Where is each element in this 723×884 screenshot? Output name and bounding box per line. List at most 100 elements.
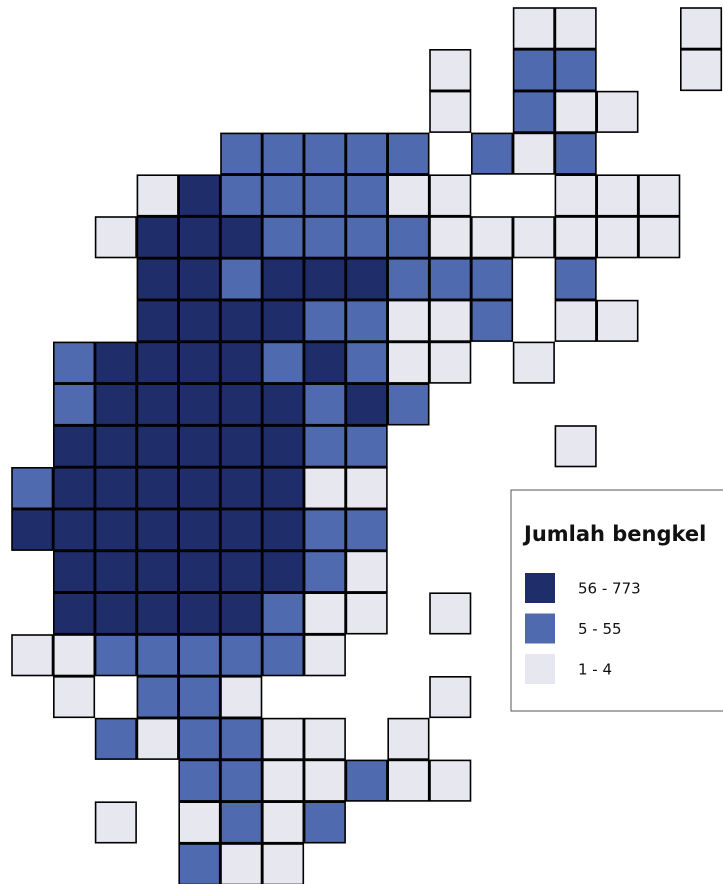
cell (345, 383, 388, 426)
cell (178, 466, 221, 510)
cell (136, 216, 179, 259)
cell (178, 383, 221, 426)
cell (136, 717, 179, 760)
cell (638, 216, 681, 259)
cell (178, 341, 221, 384)
cell (261, 759, 305, 802)
cell (94, 508, 137, 551)
cell (220, 550, 263, 593)
cell (512, 7, 555, 50)
cell (303, 466, 346, 510)
cell (554, 90, 597, 133)
cell (303, 299, 346, 342)
cell (178, 425, 221, 468)
cell (303, 174, 346, 217)
cell (220, 466, 263, 510)
cell (345, 132, 388, 175)
legend-label: 56 - 773 (578, 580, 641, 598)
cell (512, 90, 555, 133)
cell (679, 48, 723, 92)
cell (345, 550, 388, 593)
cell (11, 466, 54, 510)
cell (178, 634, 221, 677)
cell (596, 174, 639, 217)
cell (512, 341, 555, 384)
cell (303, 216, 346, 259)
cell (94, 717, 137, 760)
cell (136, 174, 179, 217)
cell (220, 592, 263, 635)
cell (470, 132, 514, 175)
cell (94, 592, 137, 635)
cell (261, 717, 305, 760)
cell (345, 299, 388, 342)
cell (52, 508, 96, 551)
cell (52, 341, 96, 384)
cell (387, 759, 430, 802)
cell (52, 466, 96, 510)
cell (261, 508, 305, 551)
cell (345, 508, 388, 551)
cell (512, 216, 555, 259)
cell (261, 425, 305, 468)
cell (220, 425, 263, 468)
cell (261, 257, 305, 301)
cell (178, 675, 221, 719)
cell (94, 801, 137, 844)
cell (261, 216, 305, 259)
cell (554, 132, 597, 175)
cell (52, 592, 96, 635)
cell (429, 341, 472, 384)
cell (220, 257, 263, 301)
cell (554, 7, 597, 50)
cell (470, 299, 514, 342)
cell (136, 341, 179, 384)
cell (52, 634, 96, 677)
cell (679, 7, 723, 50)
cell (387, 383, 430, 426)
cell (303, 383, 346, 426)
cell (554, 216, 597, 259)
cell (638, 174, 681, 217)
cell (345, 216, 388, 259)
cell (345, 759, 388, 802)
cell (345, 466, 388, 510)
cell (345, 592, 388, 635)
cell (303, 257, 346, 301)
cell (261, 383, 305, 426)
cell (387, 717, 430, 760)
cell (470, 257, 514, 301)
cell (178, 508, 221, 551)
cell (345, 257, 388, 301)
cell (596, 216, 639, 259)
cells (11, 7, 723, 884)
cell (387, 216, 430, 259)
cell (554, 257, 597, 301)
cell (303, 717, 346, 760)
cell (178, 759, 221, 802)
cell (512, 132, 555, 175)
cell (261, 843, 305, 884)
cell (512, 48, 555, 92)
cell (136, 508, 179, 551)
cell (52, 675, 96, 719)
cell (94, 425, 137, 468)
cell (178, 592, 221, 635)
cell (136, 675, 179, 719)
cell (220, 717, 263, 760)
cell (429, 257, 472, 301)
legend-title: Jumlah bengkel (522, 522, 706, 546)
cell (429, 90, 472, 133)
cell (220, 174, 263, 217)
cell (220, 508, 263, 551)
cell (596, 90, 639, 133)
cell (94, 466, 137, 510)
cell (136, 299, 179, 342)
cell (220, 675, 263, 719)
cell (303, 801, 346, 844)
cell (52, 383, 96, 426)
cell (94, 634, 137, 677)
cell (136, 550, 179, 593)
cell (261, 592, 305, 635)
